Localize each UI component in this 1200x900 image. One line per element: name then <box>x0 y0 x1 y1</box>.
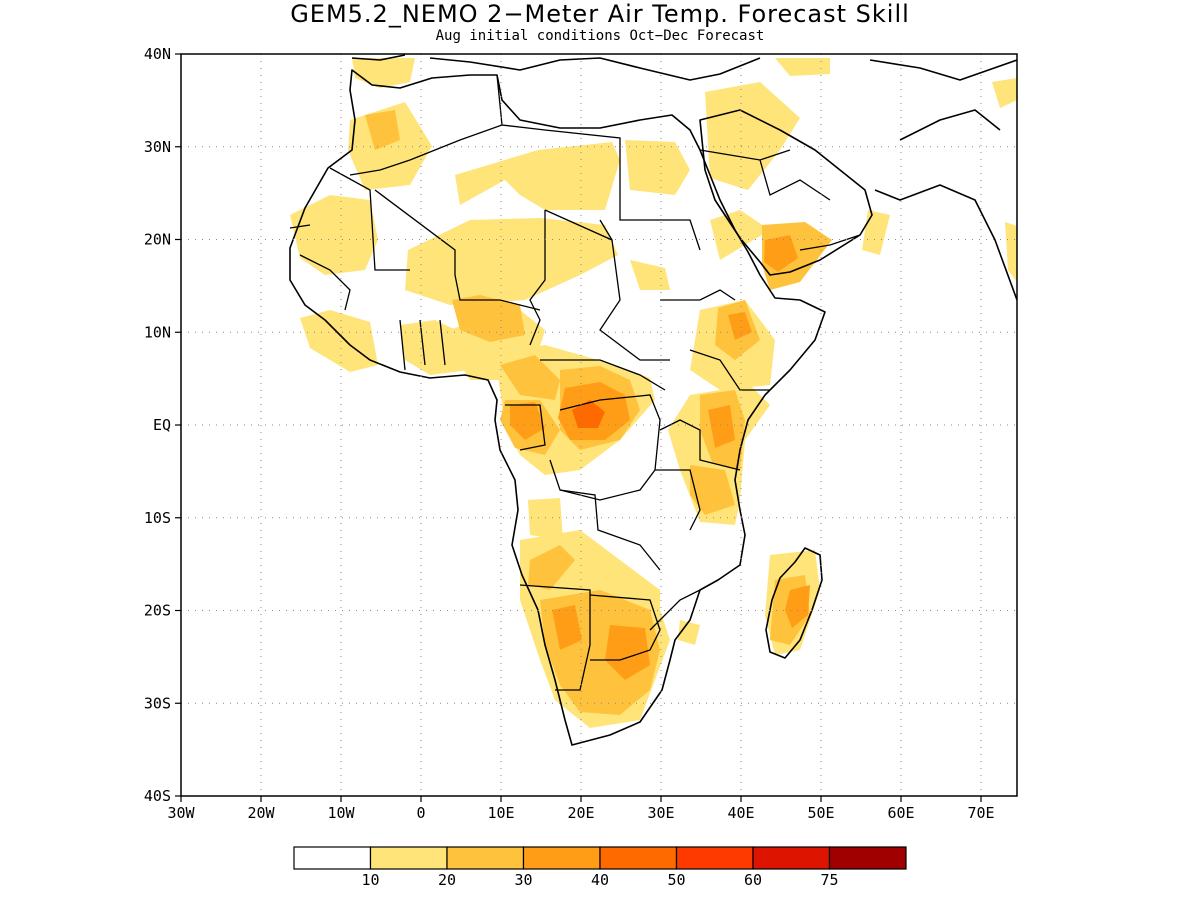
lon-label: 10E <box>487 804 514 822</box>
lon-label: 30E <box>647 804 674 822</box>
colorbar-label: 60 <box>744 871 762 889</box>
lon-label: 20E <box>567 804 594 822</box>
lon-label: 50E <box>807 804 834 822</box>
lat-label: 20N <box>144 231 171 249</box>
lat-label: 30S <box>144 694 171 712</box>
colorbar-label: 40 <box>591 871 609 889</box>
skill-band-40-50 <box>572 400 605 428</box>
lat-label: 10N <box>144 323 171 341</box>
lat-label: EQ <box>153 416 171 434</box>
coastlines <box>289 54 1017 746</box>
lat-label: 40S <box>144 787 171 805</box>
lat-label: 10S <box>144 509 171 527</box>
lon-label: 70E <box>967 804 994 822</box>
map-title: GEM5.2_NEMO 2−Meter Air Temp. Forecast S… <box>290 0 910 28</box>
country-borders <box>289 74 861 691</box>
colorbar-swatch <box>293 846 372 870</box>
colorbar-label: 10 <box>361 871 379 889</box>
colorbar-legend: 10 20 30 40 50 60 75 <box>293 846 907 889</box>
skill-shading <box>290 58 1017 728</box>
colorbar-label: 30 <box>514 871 532 889</box>
lon-label: 60E <box>887 804 914 822</box>
lon-label: 10W <box>327 804 355 822</box>
colorbar-swatch <box>522 846 601 870</box>
colorbar-label: 75 <box>820 871 838 889</box>
skill-band-30-40 <box>510 235 810 680</box>
colorbar-swatch <box>828 846 907 870</box>
colorbar-swatch <box>599 846 678 870</box>
map-subtitle: Aug initial conditions Oct−Dec Forecast <box>435 28 765 44</box>
colorbar-swatch <box>446 846 525 870</box>
lon-label: 0 <box>416 804 425 822</box>
lon-label: 20W <box>247 804 275 822</box>
lon-label: 30W <box>167 804 195 822</box>
lon-label: 40E <box>727 804 754 822</box>
colorbar-swatch <box>752 846 831 870</box>
lat-label: 40N <box>144 45 171 63</box>
colorbar-label: 50 <box>667 871 685 889</box>
colorbar-swatch <box>369 846 448 870</box>
graticule <box>181 54 1017 796</box>
lat-label: 20S <box>144 602 171 620</box>
lat-label: 30N <box>144 138 171 156</box>
colorbar-swatch <box>675 846 754 870</box>
colorbar-label: 20 <box>438 871 456 889</box>
